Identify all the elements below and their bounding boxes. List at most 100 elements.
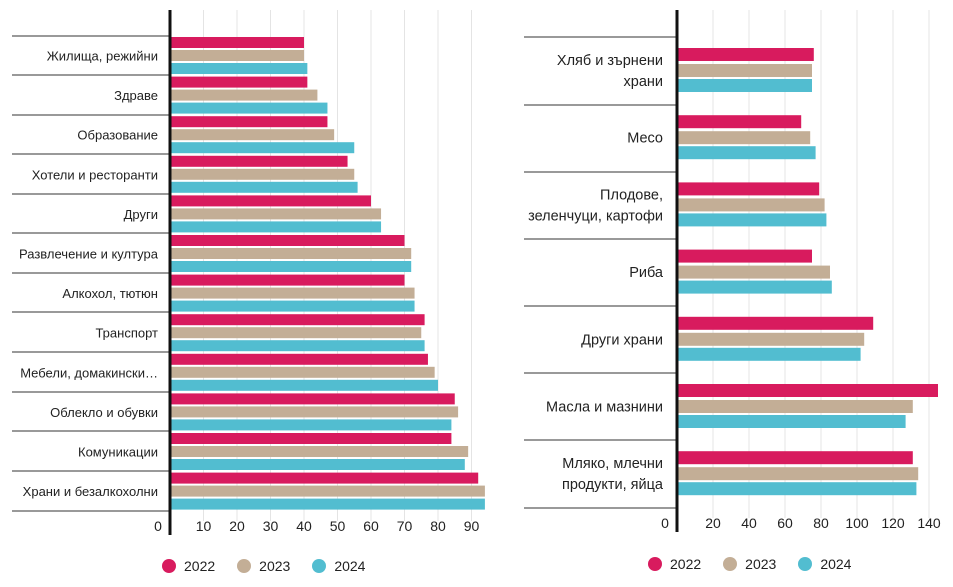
bar-2024 bbox=[170, 459, 465, 470]
bar-2022 bbox=[677, 316, 874, 330]
tick-label: 30 bbox=[263, 518, 279, 534]
legend-label: 2022 bbox=[670, 556, 702, 572]
bar-2024 bbox=[677, 146, 816, 160]
bar-2024 bbox=[170, 261, 412, 272]
bar-2022 bbox=[170, 314, 425, 326]
legend-swatch-2023 bbox=[723, 557, 738, 571]
category-label: Образование bbox=[77, 128, 158, 143]
bar-2023 bbox=[170, 446, 469, 457]
bar-2024 bbox=[170, 142, 355, 154]
bar-2023 bbox=[677, 332, 865, 346]
category-label: Храни и безалкохолни bbox=[23, 484, 158, 499]
category-label: Плодове, зеленчуци, картофи bbox=[528, 187, 663, 224]
bar-2024 bbox=[170, 379, 438, 391]
category-label: Жилища, режийни bbox=[47, 49, 158, 64]
legend-item-2024: 2024 bbox=[798, 556, 851, 572]
category-label: Риба bbox=[629, 265, 664, 281]
bar-2022 bbox=[170, 274, 405, 286]
bar-2024 bbox=[170, 181, 358, 193]
category-label: Хотели и ресторанти bbox=[32, 167, 158, 182]
category-label: Развлечение и култура bbox=[19, 247, 159, 262]
legend-item-2022: 2022 bbox=[648, 556, 701, 572]
tick-label: 0 bbox=[154, 518, 162, 534]
bar-2023 bbox=[677, 64, 812, 77]
category-label: Комуникации bbox=[78, 445, 158, 460]
bar-2023 bbox=[170, 366, 435, 378]
bar-2023 bbox=[170, 485, 485, 497]
tick-label: 80 bbox=[813, 515, 829, 531]
bar-2022 bbox=[677, 384, 938, 397]
bar-2023 bbox=[170, 50, 304, 61]
bar-2023 bbox=[170, 208, 382, 220]
tick-label: 0 bbox=[661, 515, 669, 531]
bar-2023 bbox=[170, 248, 412, 259]
tick-label: 20 bbox=[705, 515, 721, 531]
category-label: Алкохол, тютюн bbox=[62, 286, 158, 301]
legend-item-2023: 2023 bbox=[723, 556, 776, 572]
legend-label: 2023 bbox=[745, 556, 777, 572]
bar-2024 bbox=[170, 498, 485, 510]
bar-2023 bbox=[170, 129, 335, 141]
bar-2022 bbox=[170, 155, 348, 167]
bar-2023 bbox=[677, 400, 913, 413]
tick-label: 60 bbox=[777, 515, 793, 531]
legend-swatch-2022 bbox=[162, 559, 176, 573]
bar-2023 bbox=[677, 131, 811, 145]
bar-2024 bbox=[677, 213, 827, 227]
bar-2024 bbox=[170, 63, 308, 74]
bar-2024 bbox=[677, 280, 832, 294]
bar-2022 bbox=[170, 76, 308, 88]
tick-label: 90 bbox=[464, 518, 480, 534]
bar-2022 bbox=[677, 115, 802, 129]
legend-item-2022: 2022 bbox=[162, 558, 215, 574]
bar-2022 bbox=[170, 37, 304, 48]
tick-label: 40 bbox=[296, 518, 312, 534]
bar-2023 bbox=[677, 198, 825, 212]
tick-label: 50 bbox=[330, 518, 346, 534]
category-label: Масла и мазнини bbox=[546, 400, 663, 416]
legend-right: 2022 2023 2024 bbox=[648, 556, 851, 572]
legend-left: 2022 2023 2024 bbox=[162, 558, 365, 574]
bar-2024 bbox=[677, 79, 812, 92]
bar-2023 bbox=[677, 265, 830, 279]
bar-2024 bbox=[170, 221, 382, 233]
bar-2023 bbox=[170, 168, 355, 180]
category-label: Хляб и зърнени храни bbox=[557, 53, 663, 90]
bar-2022 bbox=[170, 235, 405, 246]
tick-label: 100 bbox=[845, 515, 869, 531]
tick-label: 20 bbox=[229, 518, 245, 534]
bar-2024 bbox=[677, 347, 861, 361]
category-label: Други храни bbox=[581, 332, 663, 348]
tick-label: 40 bbox=[741, 515, 757, 531]
category-label: Мебели, домакински… bbox=[20, 365, 158, 380]
bar-2022 bbox=[677, 182, 820, 196]
bar-2024 bbox=[170, 102, 328, 114]
legend-swatch-2024 bbox=[798, 557, 813, 571]
category-label: Други bbox=[124, 207, 158, 222]
tick-label: 10 bbox=[196, 518, 212, 534]
legend-label: 2023 bbox=[259, 558, 291, 574]
bar-2022 bbox=[170, 353, 428, 365]
bar-2022 bbox=[170, 195, 371, 207]
legend-item-2024: 2024 bbox=[312, 558, 365, 574]
bar-2024 bbox=[170, 300, 415, 312]
bar-2022 bbox=[170, 472, 479, 484]
bar-2022 bbox=[170, 393, 455, 405]
bar-2023 bbox=[170, 287, 415, 299]
bar-2022 bbox=[677, 249, 812, 263]
bar-2022 bbox=[677, 48, 814, 61]
legend-item-2023: 2023 bbox=[237, 558, 290, 574]
tick-label: 60 bbox=[363, 518, 379, 534]
bar-2024 bbox=[677, 415, 906, 428]
bar-2023 bbox=[677, 467, 919, 481]
bar-2023 bbox=[170, 327, 422, 339]
category-label: Мляко, млечни продукти, яйца bbox=[562, 456, 664, 493]
bar-2022 bbox=[170, 433, 452, 444]
tick-label: 120 bbox=[881, 515, 905, 531]
category-label: Транспорт bbox=[95, 326, 158, 341]
bar-2023 bbox=[170, 406, 459, 418]
category-label: Здраве bbox=[114, 88, 158, 103]
legend-label: 2022 bbox=[184, 558, 216, 574]
